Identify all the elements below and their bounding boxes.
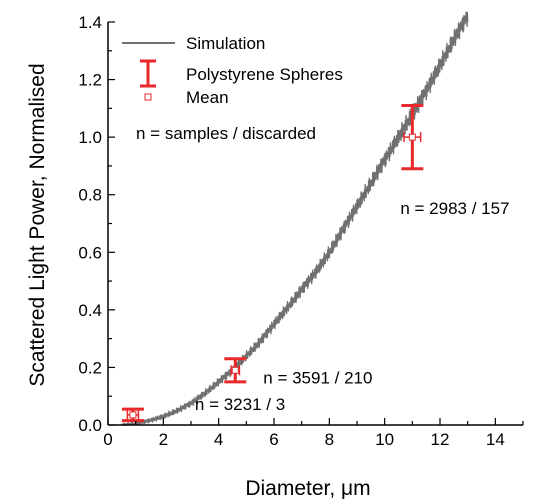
y-tick-label: 1.2 <box>78 71 102 90</box>
x-axis-label: Diameter, μm <box>245 477 370 500</box>
polystyrene-series <box>121 103 424 423</box>
legend-errorbar-swatch <box>140 59 156 88</box>
y-tick-label: 0.8 <box>78 186 102 205</box>
x-tick-label: 4 <box>214 430 223 449</box>
legend-label-simulation: Simulation <box>186 34 265 53</box>
x-tick-label: 6 <box>269 430 278 449</box>
legend-label-polystyrene: Polystyrene Spheres <box>186 65 343 84</box>
mean-marker <box>129 411 137 419</box>
tick-labels: 0 2 4 6 8 10 12 14 0.0 0.2 0.4 0.6 0.8 1.0 1.2 1.4 <box>78 13 504 449</box>
point-annotation: n = 2983 / 157 <box>400 199 509 218</box>
x-tick-label: 10 <box>375 430 394 449</box>
y-axis-label: Scattered Light Power, Normalised <box>26 63 49 386</box>
x-tick-label: 2 <box>159 430 168 449</box>
axes <box>107 21 524 426</box>
x-tick-label: 12 <box>431 430 450 449</box>
legend-mean-swatch <box>144 93 152 101</box>
x-tick-label: 8 <box>325 430 334 449</box>
simulation-series <box>121 11 469 426</box>
polystyrene-point <box>121 407 144 423</box>
mean-marker <box>408 133 416 141</box>
simulation-line <box>121 11 469 426</box>
mean-marker <box>231 366 239 374</box>
polystyrene-point <box>401 103 424 171</box>
y-tick-label: 0.2 <box>78 358 102 377</box>
x-tick-label: 0 <box>103 430 112 449</box>
point-annotations: n = 3231 / 3 n = 3591 / 210 n = 2983 / 157 <box>195 199 510 414</box>
y-tick-label: 0.0 <box>78 416 102 435</box>
y-tick-label: 1.4 <box>78 13 102 32</box>
polystyrene-point <box>224 357 247 384</box>
y-tick-label: 0.6 <box>78 243 102 262</box>
legend: Simulation Polystyrene Spheres Mean <box>122 34 343 107</box>
y-tick-label: 1.0 <box>78 128 102 147</box>
legend-label-mean: Mean <box>186 88 229 107</box>
y-tick-label: 0.4 <box>78 301 102 320</box>
chart-note: n = samples / discarded <box>136 124 316 143</box>
point-annotation: n = 3231 / 3 <box>195 395 285 414</box>
point-annotation: n = 3591 / 210 <box>263 368 372 387</box>
x-tick-label: 14 <box>486 430 505 449</box>
